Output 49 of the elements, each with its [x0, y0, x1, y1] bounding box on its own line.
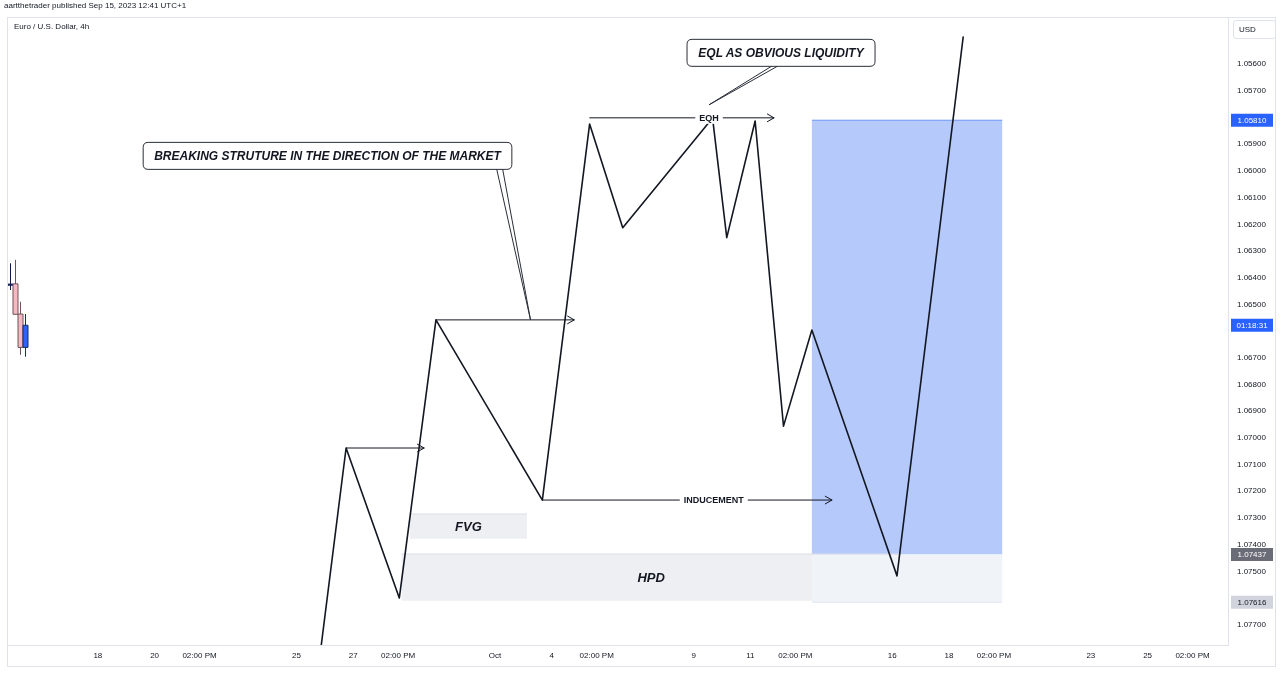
x-tick-label: 25	[1143, 651, 1153, 660]
y-tick-label: 1.07100	[1237, 459, 1267, 469]
y-tick-label: 1.06200	[1237, 219, 1267, 229]
annotation: BREAKING STRUTURE IN THE DIRECTION OF THE MARKET	[154, 149, 503, 164]
x-tick-label: 02:00 PM	[1175, 651, 1210, 660]
x-tick-label: 25	[292, 651, 302, 660]
annotation: EQL AS OBVIOUS LIQUIDITY	[698, 46, 865, 61]
x-tick-label: 18	[93, 651, 103, 660]
x-tick-label: 9	[691, 651, 697, 660]
y-tick-label: 1.06700	[1237, 352, 1267, 362]
x-tick-label: 23	[1086, 651, 1096, 660]
text: 01:18:31	[1236, 320, 1269, 330]
x-tick-label: 18	[944, 651, 954, 660]
x-tick-label: 02:00 PM	[182, 651, 217, 660]
text: 1.07437	[1237, 550, 1268, 560]
annotation: HPD	[637, 569, 666, 585]
y-tick-label: 1.05700	[1237, 86, 1267, 96]
x-tick-label: 02:00 PM	[778, 651, 813, 660]
y-tick-label: 1.07400	[1237, 539, 1267, 549]
y-tick-label: 1.05900	[1237, 139, 1267, 149]
x-tick-label: 11	[746, 651, 756, 660]
x-tick-label: Oct	[488, 651, 503, 660]
y-tick-label: 1.05600	[1237, 59, 1267, 69]
y-axis-title: USD	[1233, 20, 1276, 39]
x-tick-label: 02:00 PM	[380, 651, 416, 660]
y-tick-label: 1.06300	[1237, 246, 1267, 256]
annotation: FVG	[455, 518, 482, 534]
y-tick-label: 1.07300	[1237, 513, 1267, 523]
x-tick-label: 27	[348, 651, 359, 660]
x-tick-label: 02:00 PM	[579, 651, 615, 660]
y-tick-label: 1.06000	[1237, 166, 1267, 176]
y-tick-label: 1.06800	[1237, 379, 1267, 389]
text: aartthetrader published Sep 15, 2023 12:41 UTC+1	[4, 0, 187, 12]
y-tick-label: 1.06400	[1237, 272, 1267, 282]
y-tick-label: 1.06500	[1237, 299, 1267, 309]
y-tick-label: 1.07200	[1237, 486, 1267, 496]
text: Euro / U.S. Dollar, 4h	[14, 21, 90, 32]
y-tick-label: 1.06900	[1237, 406, 1267, 416]
y-tick-label: 1.07700	[1237, 619, 1267, 629]
x-tick-label: 4	[549, 651, 555, 660]
y-tick-label: 1.07500	[1237, 566, 1267, 576]
text: 1.05810	[1237, 115, 1268, 125]
x-tick-label: 16	[887, 651, 898, 660]
annotation: INDUCEMENT	[683, 495, 745, 506]
y-tick-label: 1.06100	[1237, 192, 1267, 202]
x-tick-label: 02:00 PM	[976, 651, 1012, 660]
y-tick-label: 1.07000	[1237, 433, 1267, 443]
x-tick-label: 20	[150, 651, 160, 660]
text: 1.07616	[1237, 598, 1268, 607]
